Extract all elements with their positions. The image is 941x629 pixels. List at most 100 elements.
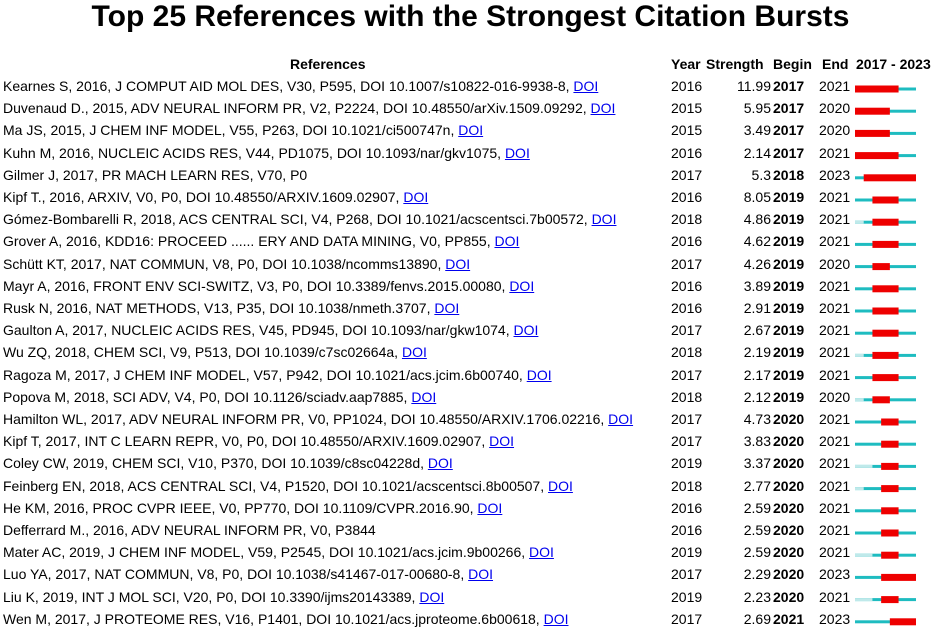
doi-link[interactable]: DOI — [419, 588, 445, 605]
reference-text: Rusk N, 2016, NAT METHODS, V13, P35, DOI… — [3, 300, 431, 316]
doi-link[interactable]: DOI — [591, 211, 617, 228]
reference-text: Kipf T., 2016, ARXIV, V0, P0, DOI 10.485… — [3, 189, 400, 205]
end: 2021 — [819, 455, 851, 472]
begin: 2017 — [773, 78, 805, 94]
burst — [881, 507, 899, 515]
year: 2016 — [671, 277, 703, 294]
end: 2021 — [819, 522, 851, 538]
doi-link[interactable]: DOI — [468, 566, 494, 583]
strength: 2.59 — [743, 522, 771, 538]
end: 2021 — [819, 211, 851, 228]
doi-link[interactable]: DOI — [427, 455, 453, 472]
burst — [889, 618, 916, 626]
reference: Mayr A, 2016, FRONT ENV SCI-SWITZ, V3, P… — [3, 277, 669, 295]
reference: Kearnes S, 2016, J COMPUT AID MOL DES, V… — [3, 77, 669, 95]
reference-text: Feinberg EN, 2018, ACS CENTRAL SCI, V4, … — [3, 477, 545, 494]
header-year: Year — [671, 56, 701, 72]
end: 2023 — [819, 610, 851, 627]
reference-text: Kearnes S, 2016, J COMPUT AID MOL DES, V… — [3, 78, 570, 94]
strength: 2.12 — [743, 388, 771, 405]
reference: Hamilton WL, 2017, ADV NEURAL INFORM PR,… — [3, 410, 669, 428]
strength: 3.83 — [743, 433, 771, 450]
begin: 2019 — [773, 344, 805, 361]
begin: 2019 — [773, 322, 805, 339]
reference-text: He KM, 2016, PROC CVPR IEEE, V0, PP770, … — [3, 499, 474, 516]
doi-link[interactable]: DOI — [403, 189, 429, 205]
doi-link[interactable]: DOI — [509, 277, 535, 294]
reference: Wu ZQ, 2018, CHEM SCI, V9, P513, DOI 10.… — [3, 343, 669, 361]
header-strength: Strength — [706, 56, 764, 72]
end: 2021 — [819, 411, 851, 427]
burst — [881, 596, 899, 604]
end: 2021 — [819, 433, 851, 450]
burst — [855, 107, 890, 115]
reference: Kuhn M, 2016, NUCLEIC ACIDS RES, V44, PD… — [3, 144, 669, 162]
timeline-track — [855, 620, 916, 624]
strength: 2.69 — [743, 610, 771, 627]
header-end: End — [822, 56, 849, 72]
doi-link[interactable]: DOI — [494, 233, 520, 250]
reference-text: Kuhn M, 2016, NUCLEIC ACIDS RES, V44, PD… — [3, 144, 502, 161]
year: 2016 — [671, 189, 703, 205]
year: 2019 — [671, 455, 703, 472]
doi-link[interactable]: DOI — [526, 366, 552, 383]
reference: Rusk N, 2016, NAT METHODS, V13, P35, DOI… — [3, 299, 669, 317]
doi-link[interactable]: DOI — [548, 477, 573, 494]
end: 2021 — [819, 300, 851, 316]
reference-text: Luo YA, 2017, NAT COMMUN, V8, P0, DOI 10… — [3, 566, 465, 583]
begin: 2020 — [773, 477, 805, 494]
end: 2021 — [819, 366, 851, 383]
burst — [881, 573, 916, 581]
doi-link[interactable]: DOI — [590, 100, 616, 117]
doi-link[interactable]: DOI — [513, 322, 539, 339]
begin: 2019 — [773, 300, 805, 316]
begin: 2019 — [773, 255, 805, 272]
strength: 5.3 — [751, 166, 771, 183]
doi-link[interactable]: DOI — [489, 433, 515, 450]
reference-text: Grover A, 2016, KDD16: PROCEED ...... ER… — [3, 233, 491, 250]
doi-link[interactable]: DOI — [411, 388, 437, 405]
burst — [855, 85, 899, 93]
reference-text: Schütt KT, 2017, NAT COMMUN, V8, P0, DOI… — [3, 255, 442, 272]
year: 2018 — [671, 211, 703, 228]
end: 2020 — [819, 122, 851, 139]
begin: 2017 — [773, 144, 805, 161]
reference: Popova M, 2018, SCI ADV, V4, P0, DOI 10.… — [3, 388, 669, 406]
doi-link[interactable]: DOI — [401, 344, 427, 361]
strength: 2.17 — [743, 366, 771, 383]
begin: 2019 — [773, 366, 805, 383]
strength: 4.73 — [743, 411, 771, 427]
doi-link[interactable]: DOI — [477, 499, 503, 516]
pre-publication — [855, 398, 864, 402]
year: 2018 — [671, 388, 703, 405]
strength: 3.37 — [743, 455, 771, 472]
pre-publication — [855, 464, 873, 468]
year: 2017 — [671, 566, 703, 583]
end: 2021 — [819, 277, 851, 294]
reference-text: Hamilton WL, 2017, ADV NEURAL INFORM PR,… — [3, 411, 605, 427]
reference: Mater AC, 2019, J CHEM INF MODEL, V59, P… — [3, 543, 669, 561]
reference: Luo YA, 2017, NAT COMMUN, V8, P0, DOI 10… — [3, 565, 669, 583]
doi-link[interactable]: DOI — [608, 411, 634, 427]
doi-link[interactable]: DOI — [458, 122, 484, 139]
doi-link[interactable]: DOI — [434, 300, 460, 316]
reference-text: Mater AC, 2019, J CHEM INF MODEL, V59, P… — [3, 544, 526, 561]
year: 2016 — [671, 233, 703, 250]
burst — [872, 263, 890, 271]
doi-link[interactable]: DOI — [543, 610, 569, 627]
reference-text: Gaulton A, 2017, NUCLEIC ACIDS RES, V45,… — [3, 322, 510, 339]
strength: 2.91 — [743, 300, 771, 316]
burst — [872, 351, 899, 359]
pre-publication — [855, 220, 864, 224]
doi-link[interactable]: DOI — [573, 78, 599, 94]
header-references: References — [290, 56, 366, 72]
strength: 8.05 — [743, 189, 771, 205]
doi-link[interactable]: DOI — [529, 544, 554, 561]
year: 2018 — [671, 344, 703, 361]
doi-link[interactable]: DOI — [504, 144, 530, 161]
doi-link[interactable]: DOI — [445, 255, 471, 272]
end: 2021 — [819, 544, 851, 561]
burst — [872, 285, 899, 293]
reference-text: Gómez-Bombarelli R, 2018, ACS CENTRAL SC… — [3, 211, 588, 228]
